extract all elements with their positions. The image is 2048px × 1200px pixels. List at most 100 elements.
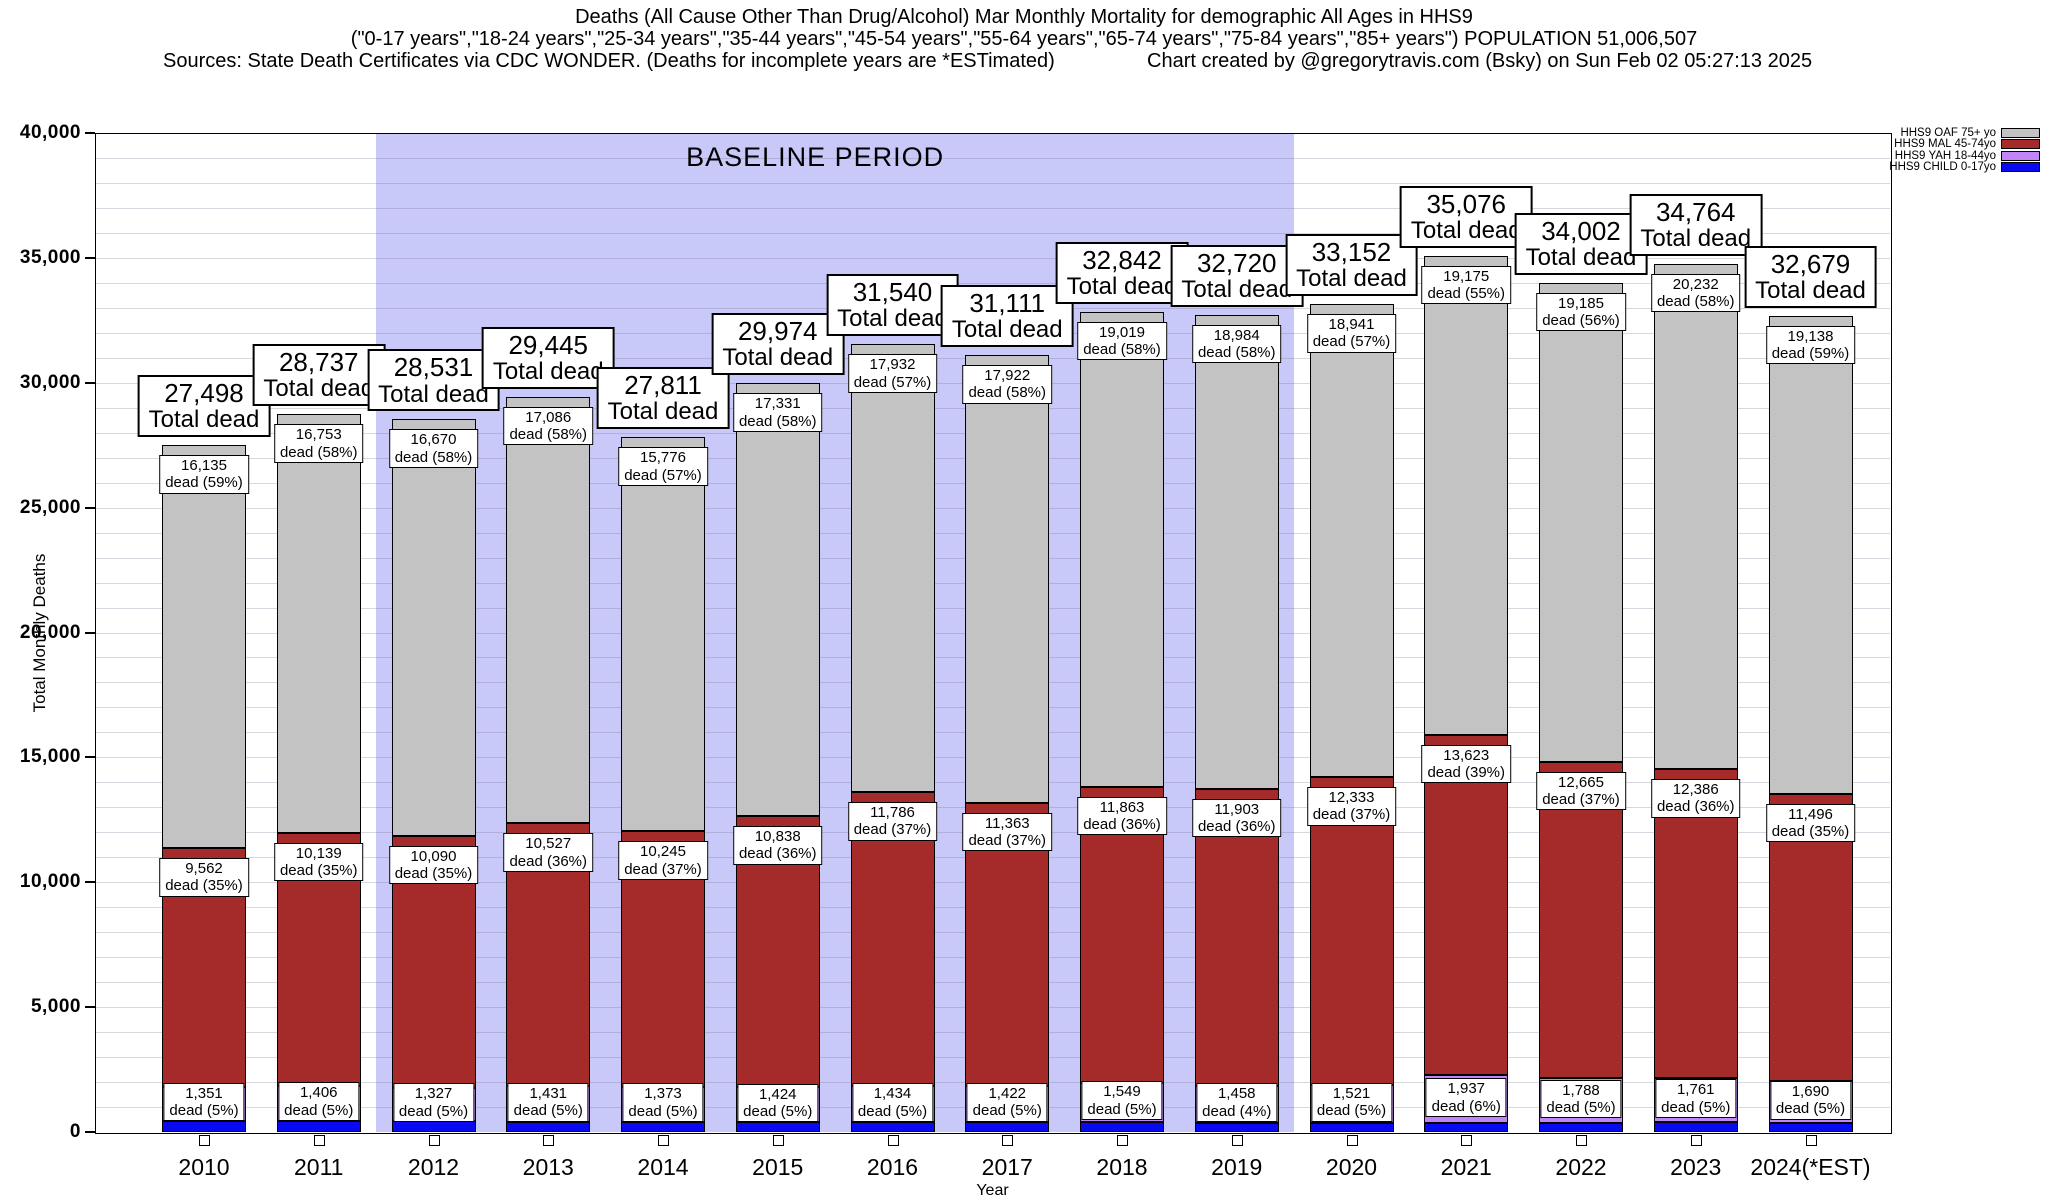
bar-segment-hhs9-child-0-17yo-2020	[1309, 1123, 1394, 1132]
total-dead-text: Total dead	[263, 375, 375, 403]
segment-percent: dead (5%)	[1775, 1100, 1846, 1118]
chart-title-line2: ("0-17 years","18-24 years","25-34 years…	[350, 28, 1698, 50]
x-tick-marker-2011	[313, 1135, 325, 1146]
y-tick-mark	[85, 756, 95, 759]
x-axis-title: Year	[976, 1182, 1009, 1199]
segment-percent: dead (5%)	[1087, 1100, 1157, 1118]
segment-percent: dead (5%)	[972, 1102, 1042, 1120]
segment-label-2021: 19,175 dead (55%)	[1421, 265, 1512, 305]
segment-percent: dead (58%)	[1197, 344, 1276, 362]
segment-value: 17,331	[754, 395, 801, 413]
year-label-2023: 2023	[1670, 1154, 1722, 1180]
bar-segment-hhs9-oaf-75-yo-2010	[162, 445, 246, 849]
bar-segment-hhs9-mal-45-74yo-2019	[1194, 788, 1279, 1087]
legend-swatch	[2001, 162, 2040, 173]
year-label-2010: 2010	[178, 1154, 230, 1180]
total-dead-value: 31,540	[852, 277, 933, 308]
segment-percent: dead (5%)	[1316, 1102, 1387, 1120]
segment-value: 16,753	[295, 426, 342, 444]
segment-percent: dead (58%)	[1083, 341, 1161, 359]
segment-value: 10,527	[525, 835, 572, 853]
segment-value: 1,406	[299, 1084, 338, 1102]
total-dead-text: Total dead	[1181, 275, 1293, 303]
bar-segment-hhs9-oaf-75-yo-2021	[1424, 255, 1509, 735]
total-dead-label-2024(*EST): 32,679 Total dead	[1744, 245, 1877, 308]
segment-value: 11,786	[870, 804, 915, 822]
segment-label-2010: 9,562 dead (35%)	[159, 858, 249, 897]
segment-label-2018: 11,863 dead (36%)	[1077, 796, 1167, 836]
bar-segment-hhs9-child-0-17yo-2018	[1080, 1121, 1164, 1132]
segment-percent: dead (37%)	[968, 831, 1047, 849]
total-dead-label-2013: 29,445 Total dead	[481, 326, 615, 389]
bar-segment-hhs9-child-0-17yo-2010	[162, 1120, 246, 1132]
year-label-2020: 2020	[1325, 1154, 1378, 1180]
segment-label-2014: 1,373 dead (5%)	[622, 1083, 704, 1122]
y-tick-label: 15,000	[19, 746, 81, 768]
total-dead-text: Total dead	[378, 380, 489, 408]
y-tick-label: 35,000	[19, 246, 81, 268]
total-dead-value: 34,002	[1541, 215, 1621, 246]
segment-percent: dead (36%)	[1197, 818, 1276, 836]
y-tick-mark	[85, 1006, 95, 1009]
total-dead-value: 32,679	[1770, 248, 1851, 279]
segment-value: 10,139	[295, 844, 342, 862]
segment-value: 1,521	[1332, 1085, 1371, 1103]
segment-percent: dead (58%)	[738, 412, 817, 430]
bar-segment-hhs9-child-0-17yo-2019	[1194, 1122, 1279, 1132]
x-tick-marker-2016	[887, 1135, 899, 1146]
y-tick-mark	[85, 256, 95, 259]
y-tick-mark	[85, 881, 95, 884]
bar-segment-hhs9-oaf-75-yo-2016	[850, 344, 935, 793]
y-tick-label: 5,000	[30, 996, 81, 1018]
segment-value: 1,431	[529, 1085, 568, 1103]
total-dead-text: Total dead	[148, 406, 260, 434]
legend-label: HHS9 MAL 45-74yo	[1894, 138, 1996, 151]
gridline-y-39000	[95, 157, 1890, 159]
segment-value: 10,245	[640, 843, 686, 861]
bar-segment-hhs9-oaf-75-yo-2015	[735, 383, 820, 817]
chart-credit-note: Chart created by @gregorytravis.com (Bsk…	[1147, 50, 1813, 72]
segment-percent: dead (55%)	[1427, 285, 1506, 303]
segment-value: 1,690	[1791, 1083, 1830, 1101]
y-tick-mark	[85, 506, 95, 509]
bar-segment-hhs9-child-0-17yo-2023	[1653, 1122, 1738, 1132]
bar-segment-hhs9-oaf-75-yo-2022	[1539, 282, 1623, 762]
bar-segment-hhs9-mal-45-74yo-2023	[1653, 769, 1738, 1079]
legend-item: HHS9 YAH 18-44yo	[1889, 150, 2040, 162]
segment-value: 1,788	[1562, 1081, 1600, 1099]
segment-value: 19,185	[1558, 294, 1604, 312]
segment-label-2017: 1,422 dead (5%)	[966, 1083, 1048, 1122]
year-label-2014: 2014	[637, 1154, 689, 1180]
segment-label-2018: 1,549 dead (5%)	[1081, 1081, 1163, 1120]
segment-label-2010: 16,135 dead (59%)	[159, 455, 249, 494]
segment-label-2015: 1,424 dead (5%)	[737, 1083, 819, 1123]
year-label-2012: 2012	[407, 1154, 460, 1180]
total-dead-text: Total dead	[607, 398, 719, 426]
total-dead-value: 29,974	[737, 316, 818, 347]
total-dead-value: 29,445	[508, 329, 589, 360]
segment-label-2014: 15,776 dead (57%)	[618, 447, 708, 486]
x-tick-marker-2021	[1461, 1135, 1473, 1146]
y-tick-mark	[85, 1131, 95, 1133]
segment-value: 17,922	[984, 367, 1031, 384]
total-dead-text: Total dead	[1066, 272, 1178, 300]
x-tick-marker-2023	[1690, 1135, 1702, 1146]
segment-percent: dead (59%)	[165, 474, 243, 492]
chart-sources-note: Sources: State Death Certificates via CD…	[163, 50, 1055, 72]
segment-label-2011: 10,139 dead (35%)	[273, 842, 364, 882]
segment-label-2021: 1,937 dead (6%)	[1425, 1078, 1507, 1117]
total-dead-text: Total dead	[1525, 243, 1637, 271]
y-tick-label: 0	[69, 1121, 81, 1142]
segment-label-2011: 1,406 dead (5%)	[278, 1082, 360, 1121]
total-dead-text: Total dead	[951, 316, 1063, 344]
segment-percent: dead (57%)	[1312, 333, 1391, 351]
segment-label-2016: 17,932 dead (57%)	[847, 354, 938, 393]
segment-label-2019: 1,458 dead (4%)	[1196, 1083, 1278, 1122]
x-tick-marker-2020	[1346, 1135, 1358, 1146]
total-dead-label-2011: 28,737 Total dead	[252, 344, 386, 407]
x-tick-marker-2018	[1117, 1135, 1128, 1146]
x-tick-marker-2022	[1576, 1135, 1587, 1146]
total-dead-value: 34,764	[1655, 196, 1736, 227]
bar-segment-hhs9-oaf-75-yo-2017	[965, 355, 1050, 803]
segment-label-2013: 1,431 dead (5%)	[507, 1083, 589, 1122]
